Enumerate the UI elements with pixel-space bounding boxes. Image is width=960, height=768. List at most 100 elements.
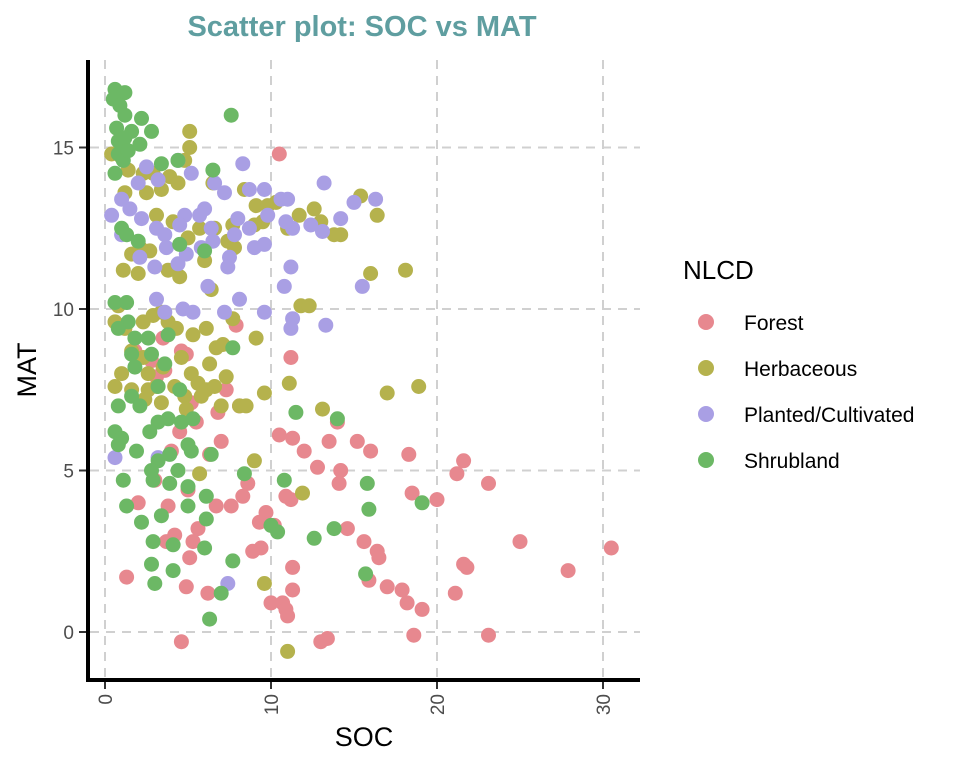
data-point [411,379,427,394]
data-point [173,414,189,430]
chart-title: Scatter plot: SOC vs MAT [187,11,536,43]
data-point [144,556,159,572]
data-point [107,165,123,181]
data-point [185,534,201,550]
data-point [280,643,296,659]
data-point [203,220,219,236]
data-point [140,366,156,382]
data-point [371,550,387,566]
data-point [200,585,216,601]
data-point [318,317,334,333]
data-point [182,140,198,155]
x-axis-title: SOC [335,722,394,752]
data-point [117,85,133,101]
data-point [153,395,169,411]
data-point [285,582,301,598]
x-axis-ticks: 0 10 20 30 [96,682,615,715]
data-point [172,236,188,252]
data-point [213,585,229,601]
legend: NLCD Forest Herbaceous Planted/Cultivated S… [683,255,914,473]
data-point [180,498,196,514]
data-point [296,443,312,459]
data-point [281,375,297,391]
data-point [149,207,164,223]
data-point [218,369,234,385]
data-point [114,366,130,382]
series-shrubland [105,81,430,627]
data-point [236,466,252,482]
data-point [220,259,236,275]
data-point [182,123,198,139]
legend-label: Shrubland [744,450,840,473]
data-point [263,595,279,611]
data-point [256,182,272,197]
data-point [223,107,239,123]
data-point [198,511,214,527]
data-point [379,385,395,401]
x-tick-label: 20 [428,694,449,715]
data-point [256,236,272,252]
data-point [278,214,294,230]
data-point [235,488,251,504]
data-point [127,330,143,346]
data-point [147,259,163,275]
data-point [183,165,199,181]
data-point [130,495,146,511]
data-point [361,501,377,517]
data-point [207,175,223,191]
data-point [127,359,143,375]
data-point [132,249,148,265]
data-point [134,211,149,227]
data-point [359,475,375,491]
data-point [134,514,149,530]
data-point [183,443,199,459]
data-point [185,304,201,320]
data-point [256,385,272,401]
legend-swatch [698,360,714,376]
data-point [115,262,131,278]
grid [90,60,640,680]
data-point [356,534,372,550]
data-point [241,220,257,236]
data-point [140,330,156,346]
data-point [315,401,330,417]
data-point [192,466,208,482]
data-point [349,433,365,449]
data-point [321,433,337,449]
data-point [107,450,123,466]
data-point [291,207,307,223]
data-point [246,453,262,469]
data-point [447,585,463,601]
legend-swatch [698,314,714,330]
data-point [170,463,186,478]
data-point [217,304,232,320]
data-point [144,123,159,139]
data-point [172,217,188,233]
x-tick-label: 10 [262,694,283,715]
data-point [130,266,146,281]
data-point [256,304,272,320]
data-point [117,130,133,146]
data-point [251,514,267,530]
y-axis-title: MAT [12,343,42,398]
data-point [429,492,445,508]
legend-label: Forest [744,312,804,335]
y-axis-ticks: 0 5 10 15 [53,139,86,644]
data-point [124,346,140,362]
data-point [603,540,619,556]
data-point [316,175,332,191]
legend-title: NLCD [683,255,754,285]
data-point [310,459,325,475]
data-point [119,569,135,585]
data-point [248,330,264,346]
data-point [170,152,186,168]
legend-item: Planted/Cultivated [698,404,914,427]
data-point [114,191,130,207]
data-point [319,631,335,646]
data-point [182,550,198,566]
data-point [115,472,131,488]
x-tick-label: 0 [96,694,117,705]
data-point [153,156,169,172]
data-point [160,327,176,343]
